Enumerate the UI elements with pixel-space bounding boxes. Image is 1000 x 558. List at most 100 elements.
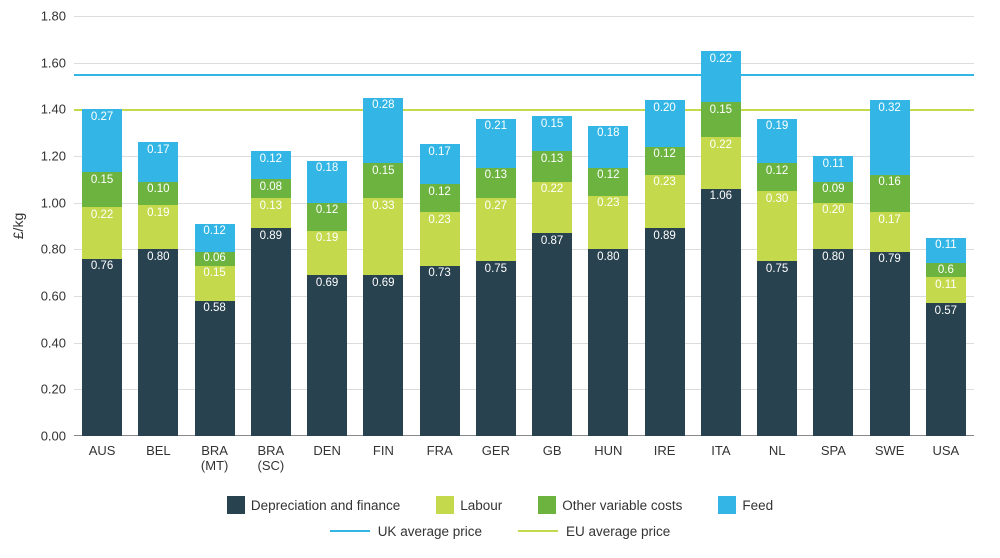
segment-feed bbox=[82, 109, 122, 172]
legend-swatch bbox=[227, 496, 245, 514]
x-tick-label: NL bbox=[749, 444, 805, 459]
x-tick-label: GER bbox=[468, 444, 524, 459]
segment-lab bbox=[926, 277, 966, 303]
segment-dep bbox=[870, 252, 910, 436]
x-tick-label: GB bbox=[524, 444, 580, 459]
segment-feed bbox=[476, 119, 516, 168]
segment-lab bbox=[870, 212, 910, 252]
legend-line-label: UK average price bbox=[378, 524, 482, 539]
segment-dep bbox=[195, 301, 235, 436]
bars-layer: 0.760.220.150.270.800.190.100.170.580.15… bbox=[74, 16, 974, 436]
segment-ovc bbox=[645, 147, 685, 175]
segment-ovc bbox=[138, 182, 178, 205]
y-tick-label: 1.60 bbox=[26, 55, 66, 70]
segment-ovc bbox=[701, 102, 741, 137]
segment-dep bbox=[757, 261, 797, 436]
segment-feed bbox=[588, 126, 628, 168]
segment-dep bbox=[532, 233, 572, 436]
y-tick-label: 0.80 bbox=[26, 242, 66, 257]
segment-ovc bbox=[82, 172, 122, 207]
segment-lab bbox=[588, 196, 628, 250]
segment-ovc bbox=[476, 168, 516, 198]
segment-feed bbox=[532, 116, 572, 151]
segment-dep bbox=[813, 249, 853, 436]
y-tick-label: 0.00 bbox=[26, 429, 66, 444]
legend-line-eu: EU average price bbox=[518, 524, 670, 539]
segment-lab bbox=[420, 212, 460, 266]
segment-feed bbox=[251, 151, 291, 179]
segment-lab bbox=[251, 198, 291, 228]
y-axis-title: £/kg bbox=[10, 213, 26, 239]
y-tick-label: 0.60 bbox=[26, 289, 66, 304]
segment-dep bbox=[926, 303, 966, 436]
segment-ovc bbox=[420, 184, 460, 212]
segment-dep bbox=[701, 189, 741, 436]
segment-feed bbox=[757, 119, 797, 163]
x-tick-label: BEL bbox=[130, 444, 186, 459]
segment-dep bbox=[307, 275, 347, 436]
legend-series-row: Depreciation and finance Labour Other vari… bbox=[0, 496, 1000, 514]
legend-refline-row: UK average price EU average price bbox=[0, 524, 1000, 539]
legend-item-dep: Depreciation and finance bbox=[227, 496, 400, 514]
segment-feed bbox=[420, 144, 460, 184]
legend-label: Other variable costs bbox=[562, 498, 682, 513]
y-tick-label: 1.20 bbox=[26, 149, 66, 164]
segment-feed bbox=[138, 142, 178, 182]
legend-item-feed: Feed bbox=[718, 496, 773, 514]
y-tick-label: 1.40 bbox=[26, 102, 66, 117]
segment-dep bbox=[420, 266, 460, 436]
x-tick-label: DEN bbox=[299, 444, 355, 459]
x-tick-label: SWE bbox=[862, 444, 918, 459]
segment-lab bbox=[701, 137, 741, 188]
x-tick-label: SPA bbox=[805, 444, 861, 459]
legend-label: Feed bbox=[742, 498, 773, 513]
segment-lab bbox=[757, 191, 797, 261]
segment-lab bbox=[307, 231, 347, 275]
segment-ovc bbox=[307, 203, 347, 231]
segment-lab bbox=[82, 207, 122, 258]
segment-dep bbox=[588, 249, 628, 436]
x-tick-label: FRA bbox=[412, 444, 468, 459]
segment-feed bbox=[645, 100, 685, 147]
y-tick-label: 0.20 bbox=[26, 382, 66, 397]
segment-dep bbox=[645, 228, 685, 436]
legend-line-swatch bbox=[518, 530, 558, 532]
segment-feed bbox=[813, 156, 853, 182]
segment-dep bbox=[138, 249, 178, 436]
legend-line-uk: UK average price bbox=[330, 524, 482, 539]
segment-lab bbox=[532, 182, 572, 233]
segment-lab bbox=[363, 198, 403, 275]
x-tick-label: BRA(MT) bbox=[187, 444, 243, 474]
segment-lab bbox=[645, 175, 685, 229]
segment-feed bbox=[870, 100, 910, 175]
legend-line-label: EU average price bbox=[566, 524, 670, 539]
segment-ovc bbox=[813, 182, 853, 203]
legend-swatch bbox=[538, 496, 556, 514]
segment-feed bbox=[195, 224, 235, 252]
segment-dep bbox=[251, 228, 291, 436]
x-tick-label: BRA(SC) bbox=[243, 444, 299, 474]
segment-lab bbox=[195, 266, 235, 301]
segment-ovc bbox=[870, 175, 910, 212]
legend-label: Labour bbox=[460, 498, 502, 513]
segment-dep bbox=[476, 261, 516, 436]
legend-item-ovc: Other variable costs bbox=[538, 496, 682, 514]
segment-feed bbox=[926, 238, 966, 264]
x-tick-label: USA bbox=[918, 444, 974, 459]
x-tick-label: ITA bbox=[693, 444, 749, 459]
segment-lab bbox=[813, 203, 853, 250]
segment-feed bbox=[701, 51, 741, 102]
segment-ovc bbox=[251, 179, 291, 198]
legend: Depreciation and finance Labour Other vari… bbox=[0, 496, 1000, 549]
legend-swatch bbox=[718, 496, 736, 514]
chart: 0.000.200.400.600.801.001.201.401.601.80… bbox=[74, 16, 974, 461]
x-tick-label: AUS bbox=[74, 444, 130, 459]
segment-lab bbox=[476, 198, 516, 261]
segment-dep bbox=[363, 275, 403, 436]
segment-ovc bbox=[757, 163, 797, 191]
x-tick-label: FIN bbox=[355, 444, 411, 459]
segment-dep bbox=[82, 259, 122, 436]
legend-swatch bbox=[436, 496, 454, 514]
segment-feed bbox=[363, 98, 403, 163]
segment-feed bbox=[307, 161, 347, 203]
